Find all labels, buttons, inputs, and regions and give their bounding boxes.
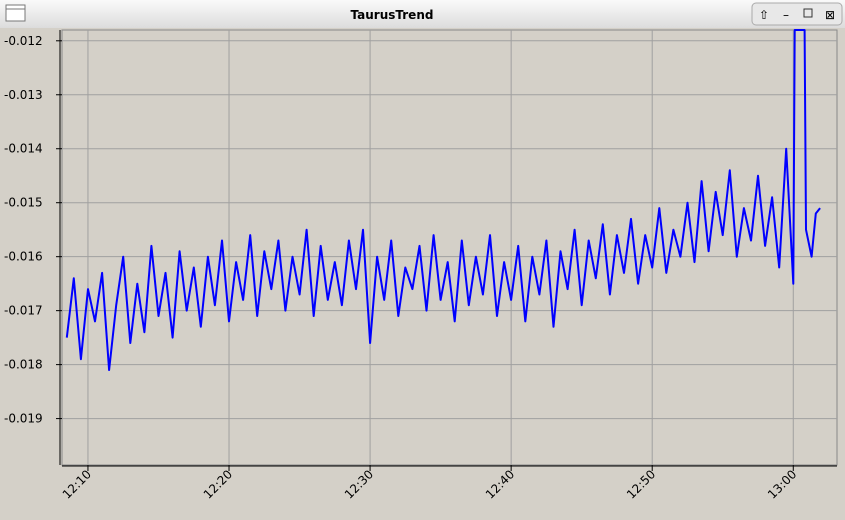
close-button[interactable]: ⊠ bbox=[825, 8, 835, 22]
y-tick-label: -0.013 bbox=[4, 88, 43, 102]
y-tick-label: -0.017 bbox=[4, 304, 43, 318]
shade-button[interactable]: ⇧ bbox=[759, 8, 769, 22]
data-line bbox=[65, 29, 821, 371]
y-tick-label: -0.016 bbox=[4, 250, 43, 264]
y-tick-label: -0.019 bbox=[4, 412, 43, 426]
title-bar bbox=[0, 0, 845, 28]
y-tick-label: -0.012 bbox=[4, 34, 43, 48]
y-tick-label: -0.015 bbox=[4, 196, 43, 210]
minimize-button[interactable]: – bbox=[783, 8, 789, 22]
y-tick-label: -0.014 bbox=[4, 142, 43, 156]
y-tick-label: -0.018 bbox=[4, 358, 43, 372]
plot-frame bbox=[61, 29, 838, 466]
maximize-button[interactable] bbox=[803, 8, 813, 18]
window-buttons bbox=[751, 2, 843, 26]
window-title: TaurusTrend bbox=[351, 8, 434, 22]
window-menu-button[interactable] bbox=[5, 4, 26, 22]
